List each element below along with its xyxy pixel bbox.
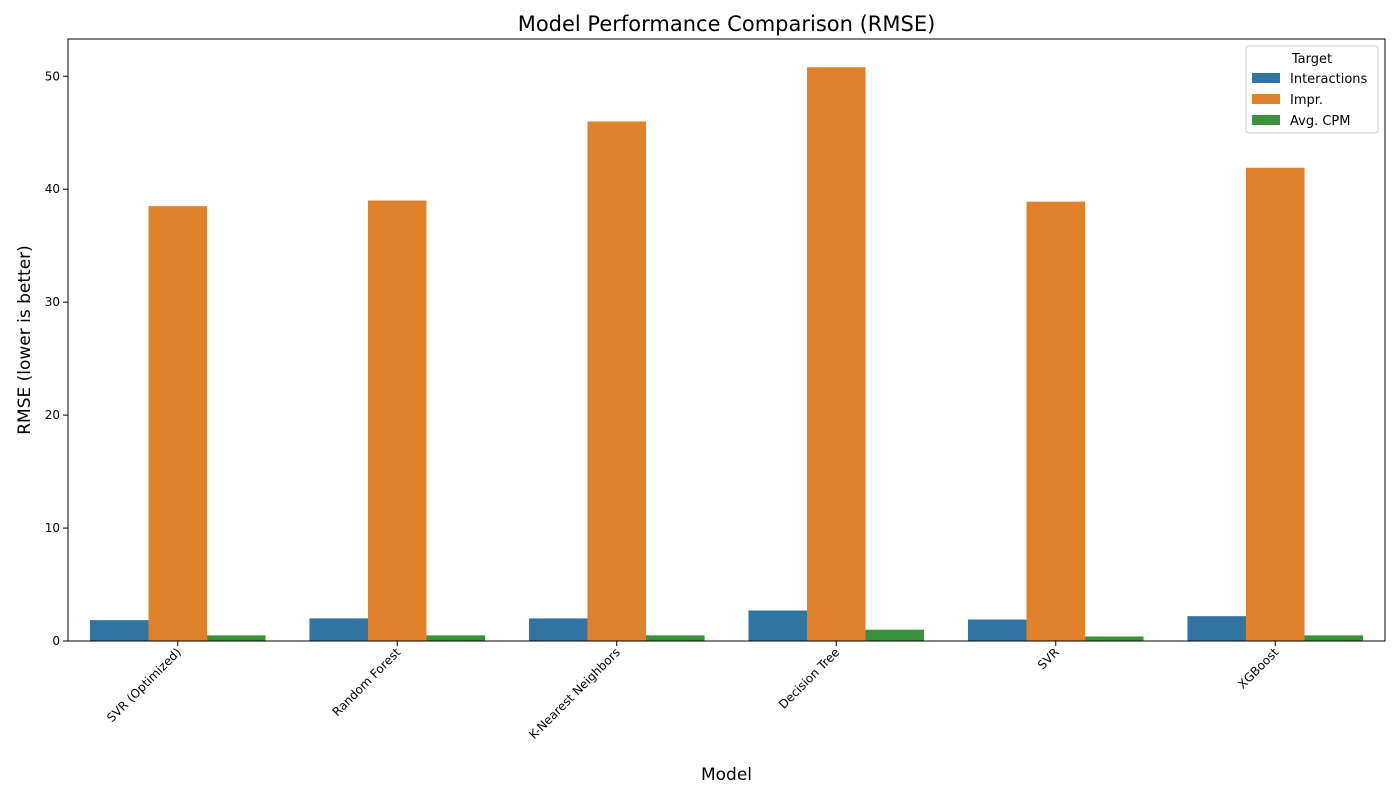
legend-title: Target: [1291, 52, 1332, 67]
bar-impr-4: [1026, 201, 1086, 641]
legend-label: Impr.: [1290, 93, 1323, 108]
bar-interactions-3: [748, 610, 807, 641]
bar-avg-cpm-2: [646, 635, 705, 641]
x-tick-label: K-Nearest Neighbors: [526, 645, 623, 742]
legend-swatch: [1252, 73, 1280, 83]
bar-interactions-0: [89, 620, 149, 641]
bar-impr-0: [148, 206, 208, 641]
y-tick-label: 0: [52, 634, 60, 648]
x-tick-label: SVR: [1035, 645, 1062, 672]
legend-swatch: [1252, 115, 1280, 125]
bar-avg-cpm-1: [426, 635, 486, 641]
bar-interactions-1: [309, 618, 368, 641]
x-tick-label: SVR (Optimized): [104, 645, 184, 725]
bar-impr-2: [587, 121, 647, 641]
y-tick-label: 10: [45, 521, 60, 535]
bar-avg-cpm-5: [1304, 635, 1364, 641]
legend-box: [1245, 45, 1379, 134]
bar-impr-5: [1245, 167, 1305, 641]
chart-title: Model Performance Comparison (RMSE): [518, 12, 936, 36]
legend-swatch: [1252, 94, 1280, 104]
y-tick-label: 20: [45, 408, 60, 422]
y-tick-label: 40: [45, 182, 60, 196]
y-tick-label: 50: [45, 69, 60, 83]
bar-interactions-5: [1187, 616, 1246, 641]
bar-impr-1: [367, 200, 427, 641]
legend-label: Avg. CPM: [1290, 114, 1350, 129]
x-tick-label: Random Forest: [330, 645, 404, 719]
x-tick-label: XGBoost: [1235, 645, 1281, 691]
y-tick-label: 30: [45, 295, 60, 309]
bar-avg-cpm-4: [1085, 636, 1144, 641]
bar-impr-3: [806, 67, 866, 642]
bar-avg-cpm-0: [207, 635, 266, 641]
legend-label: Interactions: [1290, 72, 1368, 87]
bar-interactions-2: [528, 618, 588, 641]
axes-frame: [67, 38, 1386, 642]
legend: Target Interactions Impr. Avg. CPM: [1245, 45, 1379, 134]
x-axis-title: Model: [701, 765, 752, 785]
bar-interactions-4: [967, 619, 1027, 641]
x-tick-label: Decision Tree: [776, 645, 842, 711]
bar-avg-cpm-3: [865, 629, 925, 641]
y-axis-title: RMSE (lower is better): [15, 245, 35, 435]
plot-area: 0 10 20 30 40 50 SVR (Optimized) Random Forest K…: [45, 38, 1386, 742]
